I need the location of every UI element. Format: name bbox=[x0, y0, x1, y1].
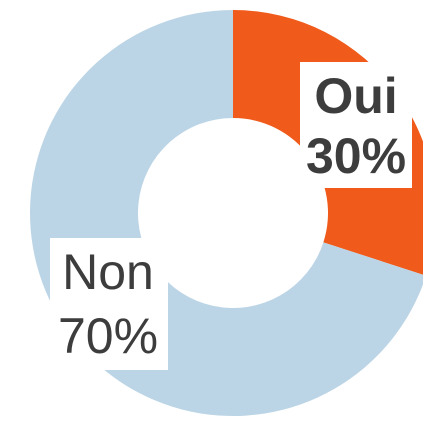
slice-label: Non bbox=[62, 244, 154, 300]
label-box bbox=[50, 238, 168, 370]
label-box bbox=[300, 62, 412, 188]
slice-label: Oui bbox=[314, 68, 397, 124]
value-label: 70% bbox=[58, 308, 158, 364]
value-label: 30% bbox=[306, 128, 406, 184]
